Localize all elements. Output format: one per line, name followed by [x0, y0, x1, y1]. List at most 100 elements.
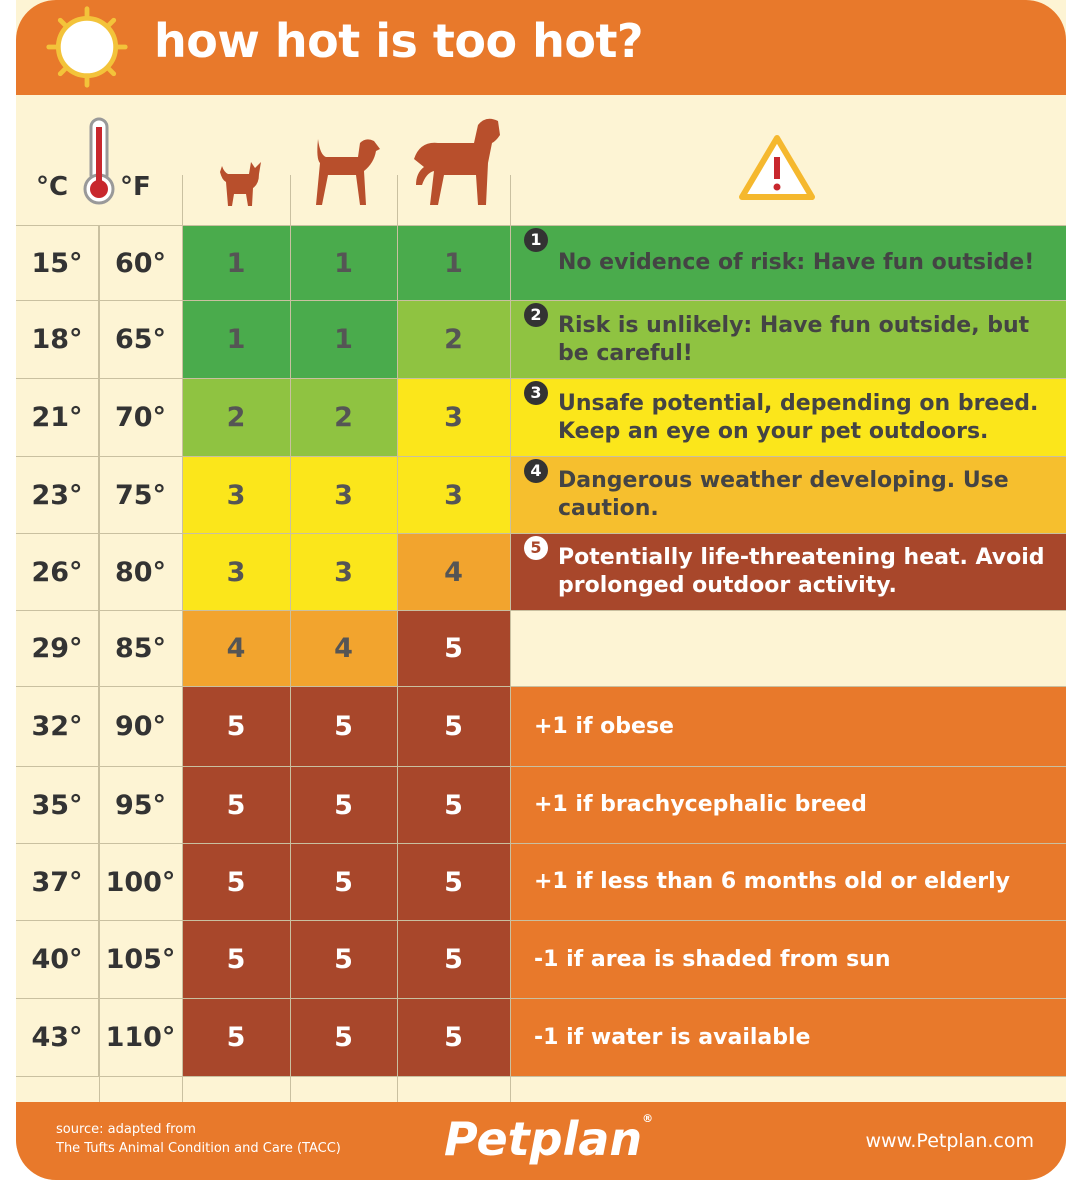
column-divider: [397, 175, 398, 1102]
large-dog-risk-cell: 2: [397, 301, 510, 378]
column-divider: [510, 175, 511, 1102]
description-text: No evidence of risk: Have fun outside!: [558, 250, 1035, 275]
level-number-badge: 2: [524, 303, 548, 327]
website-link[interactable]: www.Petplan.com: [865, 1130, 1034, 1152]
table-row: 23° 75° 3 3 3 4 Dangerous weather developing. …: [16, 456, 1066, 533]
petplan-logo: Petplan®: [444, 1112, 654, 1166]
risk-description: 1 No evidence of risk: Have fun outside!: [510, 226, 1066, 300]
description-text: +1 if obese: [534, 713, 674, 739]
medium-dog-risk-cell: 2: [290, 379, 397, 456]
medium-dog-icon: [316, 139, 380, 205]
small-dog-risk-cell: 3: [182, 534, 290, 610]
description-text: +1 if less than 6 months old or elderly: [534, 869, 1010, 894]
fahrenheit-cell: 60°: [114, 247, 167, 279]
large-dog-risk-cell: 5: [397, 921, 510, 998]
warning-icon: [739, 135, 815, 200]
source-line-2: The Tufts Animal Condition and Care (TAC…: [56, 1141, 341, 1156]
risk-modifier: +1 if brachycephalic breed: [510, 767, 1066, 843]
level-number-badge: 3: [524, 381, 548, 405]
celsius-label: °C: [36, 172, 69, 202]
footer: source: adapted from The Tufts Animal Co…: [16, 1102, 1066, 1180]
fahrenheit-cell: 100°: [105, 866, 176, 898]
large-dog-risk-cell: 5: [397, 999, 510, 1076]
large-dog-risk-cell: 3: [397, 379, 510, 456]
description-text: Dangerous weather developing. Use cautio…: [558, 468, 1009, 521]
celsius-cell: 15°: [16, 226, 99, 300]
table-row: 40° 105° 5 5 5 -1 if area is shaded from sun: [16, 920, 1066, 998]
celsius-cell: 40°: [16, 921, 99, 998]
sun-icon: [46, 6, 128, 88]
level-number-badge: 4: [524, 459, 548, 483]
fahrenheit-label: °F: [120, 172, 151, 202]
medium-dog-risk-cell: 3: [290, 534, 397, 610]
risk-modifier: +1 if obese: [510, 687, 1066, 766]
thermometer-icon: [83, 117, 115, 205]
medium-dog-risk-cell: 4: [290, 611, 397, 686]
fahrenheit-cell: 90°: [114, 711, 167, 742]
risk-modifier: [510, 611, 1066, 686]
description-text: -1 if water is available: [534, 1024, 811, 1050]
fahrenheit-cell: 80°: [114, 556, 167, 588]
large-dog-risk-cell: 5: [397, 687, 510, 766]
risk-description: 2 Risk is unlikely: Have fun outside, but…: [510, 301, 1066, 378]
page-title: how hot is too hot?: [154, 14, 644, 68]
small-dog-risk-cell: 5: [182, 999, 290, 1076]
description-text: +1 if brachycephalic breed: [534, 792, 867, 817]
celsius-cell: 43°: [16, 999, 99, 1076]
large-dog-risk-cell: 5: [397, 767, 510, 843]
risk-description: 5 Potentially life-threatening heat. Avoi…: [510, 534, 1066, 610]
small-dog-risk-cell: 4: [182, 611, 290, 686]
medium-dog-risk-cell: 5: [290, 921, 397, 998]
logo-text: Petplan: [444, 1112, 643, 1166]
celsius-cell: 37°: [16, 844, 99, 920]
fahrenheit-cell: 75°: [114, 479, 167, 511]
column-header-row: [16, 95, 1066, 225]
table-row: 26° 80° 3 3 4 5 Potentially life-threatening h…: [16, 533, 1066, 610]
large-dog-risk-cell: 4: [397, 534, 510, 610]
table-row: 18° 65° 1 1 2 2 Risk is unlikely: Have fun out…: [16, 300, 1066, 378]
celsius-cell: 23°: [16, 457, 99, 533]
level-number-badge: 5: [524, 536, 548, 560]
medium-dog-risk-cell: 5: [290, 844, 397, 920]
header: how hot is too hot?: [16, 0, 1066, 95]
table-row: 21° 70° 2 2 3 3 Unsafe potential, depending on…: [16, 378, 1066, 456]
large-dog-risk-cell: 3: [397, 457, 510, 533]
large-dog-risk-cell: 1: [397, 226, 510, 300]
medium-dog-risk-cell: 1: [290, 226, 397, 300]
heat-chart-card: how hot is too hot? °C °F 15° 60° 1 1 1 1 No e…: [16, 0, 1066, 1180]
fahrenheit-cell: 65°: [114, 324, 167, 355]
small-dog-risk-cell: 5: [182, 844, 290, 920]
small-dog-risk-cell: 5: [182, 767, 290, 843]
risk-modifier: -1 if water is available: [510, 999, 1066, 1076]
description-text: -1 if area is shaded from sun: [534, 946, 891, 972]
table-spacer-row: [16, 1076, 1066, 1102]
description-text: Potentially life-threatening heat. Avoid…: [558, 545, 1045, 598]
column-divider: [182, 175, 183, 1102]
celsius-cell: 18°: [16, 301, 99, 378]
large-dog-icon: [414, 118, 500, 205]
small-dog-risk-cell: 5: [182, 921, 290, 998]
celsius-cell: 21°: [16, 379, 99, 456]
fahrenheit-cell: 95°: [114, 789, 167, 821]
celsius-cell: 35°: [16, 767, 99, 843]
table-row: 35° 95° 5 5 5 +1 if brachycephalic breed: [16, 766, 1066, 843]
small-dog-icon: [220, 162, 261, 206]
fahrenheit-cell: 105°: [105, 944, 176, 975]
medium-dog-risk-cell: 1: [290, 301, 397, 378]
risk-description: 3 Unsafe potential, depending on breed. K…: [510, 379, 1066, 456]
medium-dog-risk-cell: 5: [290, 767, 397, 843]
source-note: source: adapted from The Tufts Animal Co…: [56, 1120, 341, 1158]
fahrenheit-cell: 70°: [114, 402, 167, 433]
medium-dog-risk-cell: 3: [290, 457, 397, 533]
table-row: 15° 60° 1 1 1 1 No evidence of risk: Have fun …: [16, 225, 1066, 300]
source-line-1: source: adapted from: [56, 1122, 196, 1137]
small-dog-risk-cell: 5: [182, 687, 290, 766]
medium-dog-risk-cell: 5: [290, 687, 397, 766]
small-dog-risk-cell: 3: [182, 457, 290, 533]
fahrenheit-cell: 110°: [105, 1022, 176, 1053]
column-divider: [290, 175, 291, 1102]
celsius-cell: 32°: [16, 687, 99, 766]
level-number-badge: 1: [524, 228, 548, 252]
celsius-cell: 26°: [16, 534, 99, 610]
risk-description: 4 Dangerous weather developing. Use cauti…: [510, 457, 1066, 533]
